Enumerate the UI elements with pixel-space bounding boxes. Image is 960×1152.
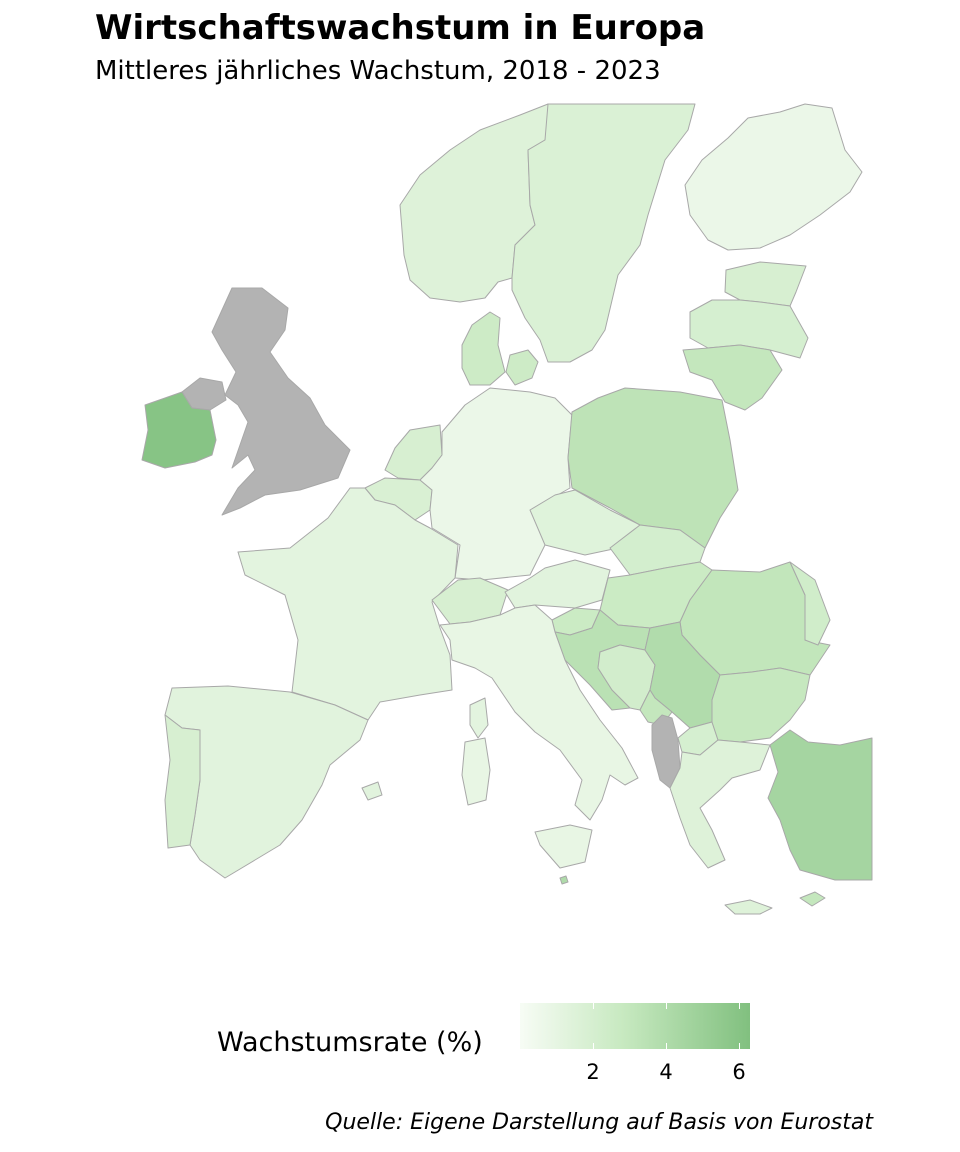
region-estonia[interactable]	[724, 261, 807, 307]
europe-map	[141, 103, 873, 915]
region-sweden[interactable]	[511, 103, 696, 363]
legend-colorbar	[520, 1003, 750, 1049]
legend-title: Wachstumsrate (%)	[217, 1027, 483, 1058]
legend-tick-mark	[593, 1043, 595, 1049]
legend-tick-mark	[593, 1003, 595, 1009]
countries-layer	[141, 103, 873, 915]
region-portugal[interactable]	[164, 714, 201, 849]
region-italy[interactable]	[439, 604, 639, 821]
region-denmark-islands[interactable]	[505, 349, 539, 386]
legend-tick-label: 6	[732, 1060, 746, 1084]
region-sicily[interactable]	[534, 824, 593, 869]
region-finland[interactable]	[684, 103, 863, 251]
region-bulgaria[interactable]	[711, 667, 811, 743]
region-lithuania[interactable]	[682, 344, 783, 411]
region-poland[interactable]	[567, 387, 739, 549]
region-latvia[interactable]	[689, 299, 809, 359]
region-balearic[interactable]	[361, 781, 383, 801]
source-caption: Quelle: Eigene Darstellung auf Basis von…	[325, 1110, 873, 1135]
region-malta[interactable]	[559, 875, 569, 885]
legend-tick-mark	[739, 1003, 741, 1009]
region-sardinia[interactable]	[461, 737, 491, 806]
chart-title: Wirtschaftswachstum in Europa	[95, 8, 706, 48]
chart-subtitle: Mittleres jährliches Wachstum, 2018 - 20…	[95, 56, 661, 86]
region-cyprus[interactable]	[799, 891, 826, 907]
region-france[interactable]	[237, 487, 459, 721]
legend-tick-mark	[666, 1043, 668, 1049]
region-greece[interactable]	[669, 739, 771, 869]
region-turkey[interactable]	[767, 729, 873, 881]
region-crete[interactable]	[724, 899, 773, 915]
legend-tick-label: 2	[586, 1060, 600, 1084]
region-denmark[interactable]	[461, 311, 506, 386]
legend-tick-mark	[739, 1043, 741, 1049]
legend-tick-mark	[666, 1003, 668, 1009]
region-great-britain[interactable]	[211, 287, 351, 516]
region-germany[interactable]	[419, 387, 573, 581]
legend-tick-label: 4	[659, 1060, 673, 1084]
region-moldova[interactable]	[789, 561, 831, 646]
region-corsica[interactable]	[469, 697, 489, 739]
region-ireland[interactable]	[141, 391, 217, 469]
